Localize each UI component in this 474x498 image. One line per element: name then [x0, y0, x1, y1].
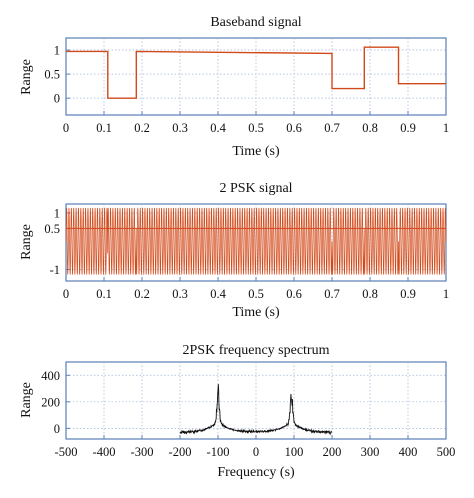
x-tick-label: 0.6: [286, 287, 302, 301]
y-tick-label: 1: [54, 44, 60, 58]
y-tick-label: -1: [50, 263, 60, 277]
x-tick-label: 0.2: [134, 287, 150, 301]
x-tick-label: -300: [131, 445, 154, 459]
x-tick-label: 1: [443, 121, 449, 135]
x-tick-label: -400: [93, 445, 116, 459]
spectrum-ylabel: Range: [19, 382, 34, 418]
x-tick-label: 0.9: [400, 287, 416, 301]
x-tick-label: 0.4: [210, 287, 226, 301]
baseband-xlabel: Time (s): [232, 144, 280, 159]
y-tick-label: 200: [41, 395, 60, 409]
spectrum-title: 2PSK frequency spectrum: [183, 343, 330, 358]
x-tick-label: 300: [361, 445, 380, 459]
x-tick-label: 0.8: [362, 121, 378, 135]
x-tick-label: 0.8: [362, 287, 378, 301]
x-tick-label: 0.9: [400, 121, 416, 135]
x-tick-label: 0: [63, 287, 69, 301]
y-tick-label: 0: [54, 422, 60, 436]
psk-x-ticks: 0 0.1 0.2 0.3 0.4 0.5 0.6 0.7 0.8 0.9 1: [63, 277, 449, 301]
x-tick-label: 0.3: [172, 287, 188, 301]
x-tick-label: 0: [253, 445, 259, 459]
y-tick-label: 0: [54, 92, 60, 106]
psk-waveform: [65, 207, 447, 275]
x-tick-label: 0.5: [248, 287, 264, 301]
spectrum-y-ticks: 400 200 0: [41, 369, 70, 436]
psk-title: 2 PSK signal: [219, 181, 292, 196]
x-tick-label: -100: [207, 445, 230, 459]
panel-baseband: Baseband signal 0 0.1 0.2 0.3 0.4 0.5 0.6 0.7 0.…: [19, 15, 449, 159]
panel-spectrum: 2PSK frequency spectrum -500 -400 -300 -200…: [19, 343, 455, 480]
x-tick-label: 200: [323, 445, 342, 459]
y-tick-label: 0.5: [44, 68, 60, 82]
x-tick-label: 0.2: [134, 121, 150, 135]
panel-psk: 2 PSK signal 0 0.1 0.2 0.3 0.4 0.5 0.6 0.7 0.8 0.…: [19, 181, 449, 320]
spectrum-line: [179, 384, 333, 436]
x-tick-label: 0.7: [324, 287, 340, 301]
psk-ylabel: Range: [19, 224, 34, 260]
x-tick-label: 0.5: [248, 121, 264, 135]
baseband-title: Baseband signal: [210, 15, 301, 30]
baseband-series: [66, 46, 446, 99]
baseband-x-ticks: 0 0.1 0.2 0.3 0.4 0.5 0.6 0.7 0.8 0.9 1: [63, 111, 449, 135]
x-tick-label: 100: [285, 445, 304, 459]
psk-xlabel: Time (s): [232, 305, 280, 320]
x-tick-label: 0.7: [324, 121, 340, 135]
x-tick-label: 0.3: [172, 121, 188, 135]
x-tick-label: 400: [399, 445, 418, 459]
baseband-y-ticks: 10.50: [44, 44, 70, 106]
baseband-line: [66, 46, 446, 99]
baseband-grid: [66, 38, 446, 115]
x-tick-label: 1: [443, 287, 449, 301]
x-tick-label: -500: [55, 445, 78, 459]
x-tick-label: 0.6: [286, 121, 302, 135]
x-tick-label: 500: [437, 445, 456, 459]
spectrum-xlabel: Frequency (s): [217, 465, 295, 480]
spectrum-x-ticks: -500 -400 -300 -200 -100 0 100 200 300 400 500: [55, 435, 456, 459]
x-tick-label: 0.1: [96, 287, 112, 301]
y-tick-label: 0.5: [44, 222, 60, 236]
x-tick-label: 0.4: [210, 121, 226, 135]
baseband-ylabel: Range: [19, 59, 34, 95]
spectrum-series: [179, 384, 333, 436]
psk-series: [65, 207, 447, 275]
x-tick-label: 0.1: [96, 121, 112, 135]
y-tick-label: 1: [54, 206, 60, 220]
x-tick-label: 0: [63, 121, 69, 135]
y-tick-label: 400: [41, 369, 60, 383]
x-tick-label: -200: [169, 445, 192, 459]
spectrum-grid: [66, 362, 446, 439]
